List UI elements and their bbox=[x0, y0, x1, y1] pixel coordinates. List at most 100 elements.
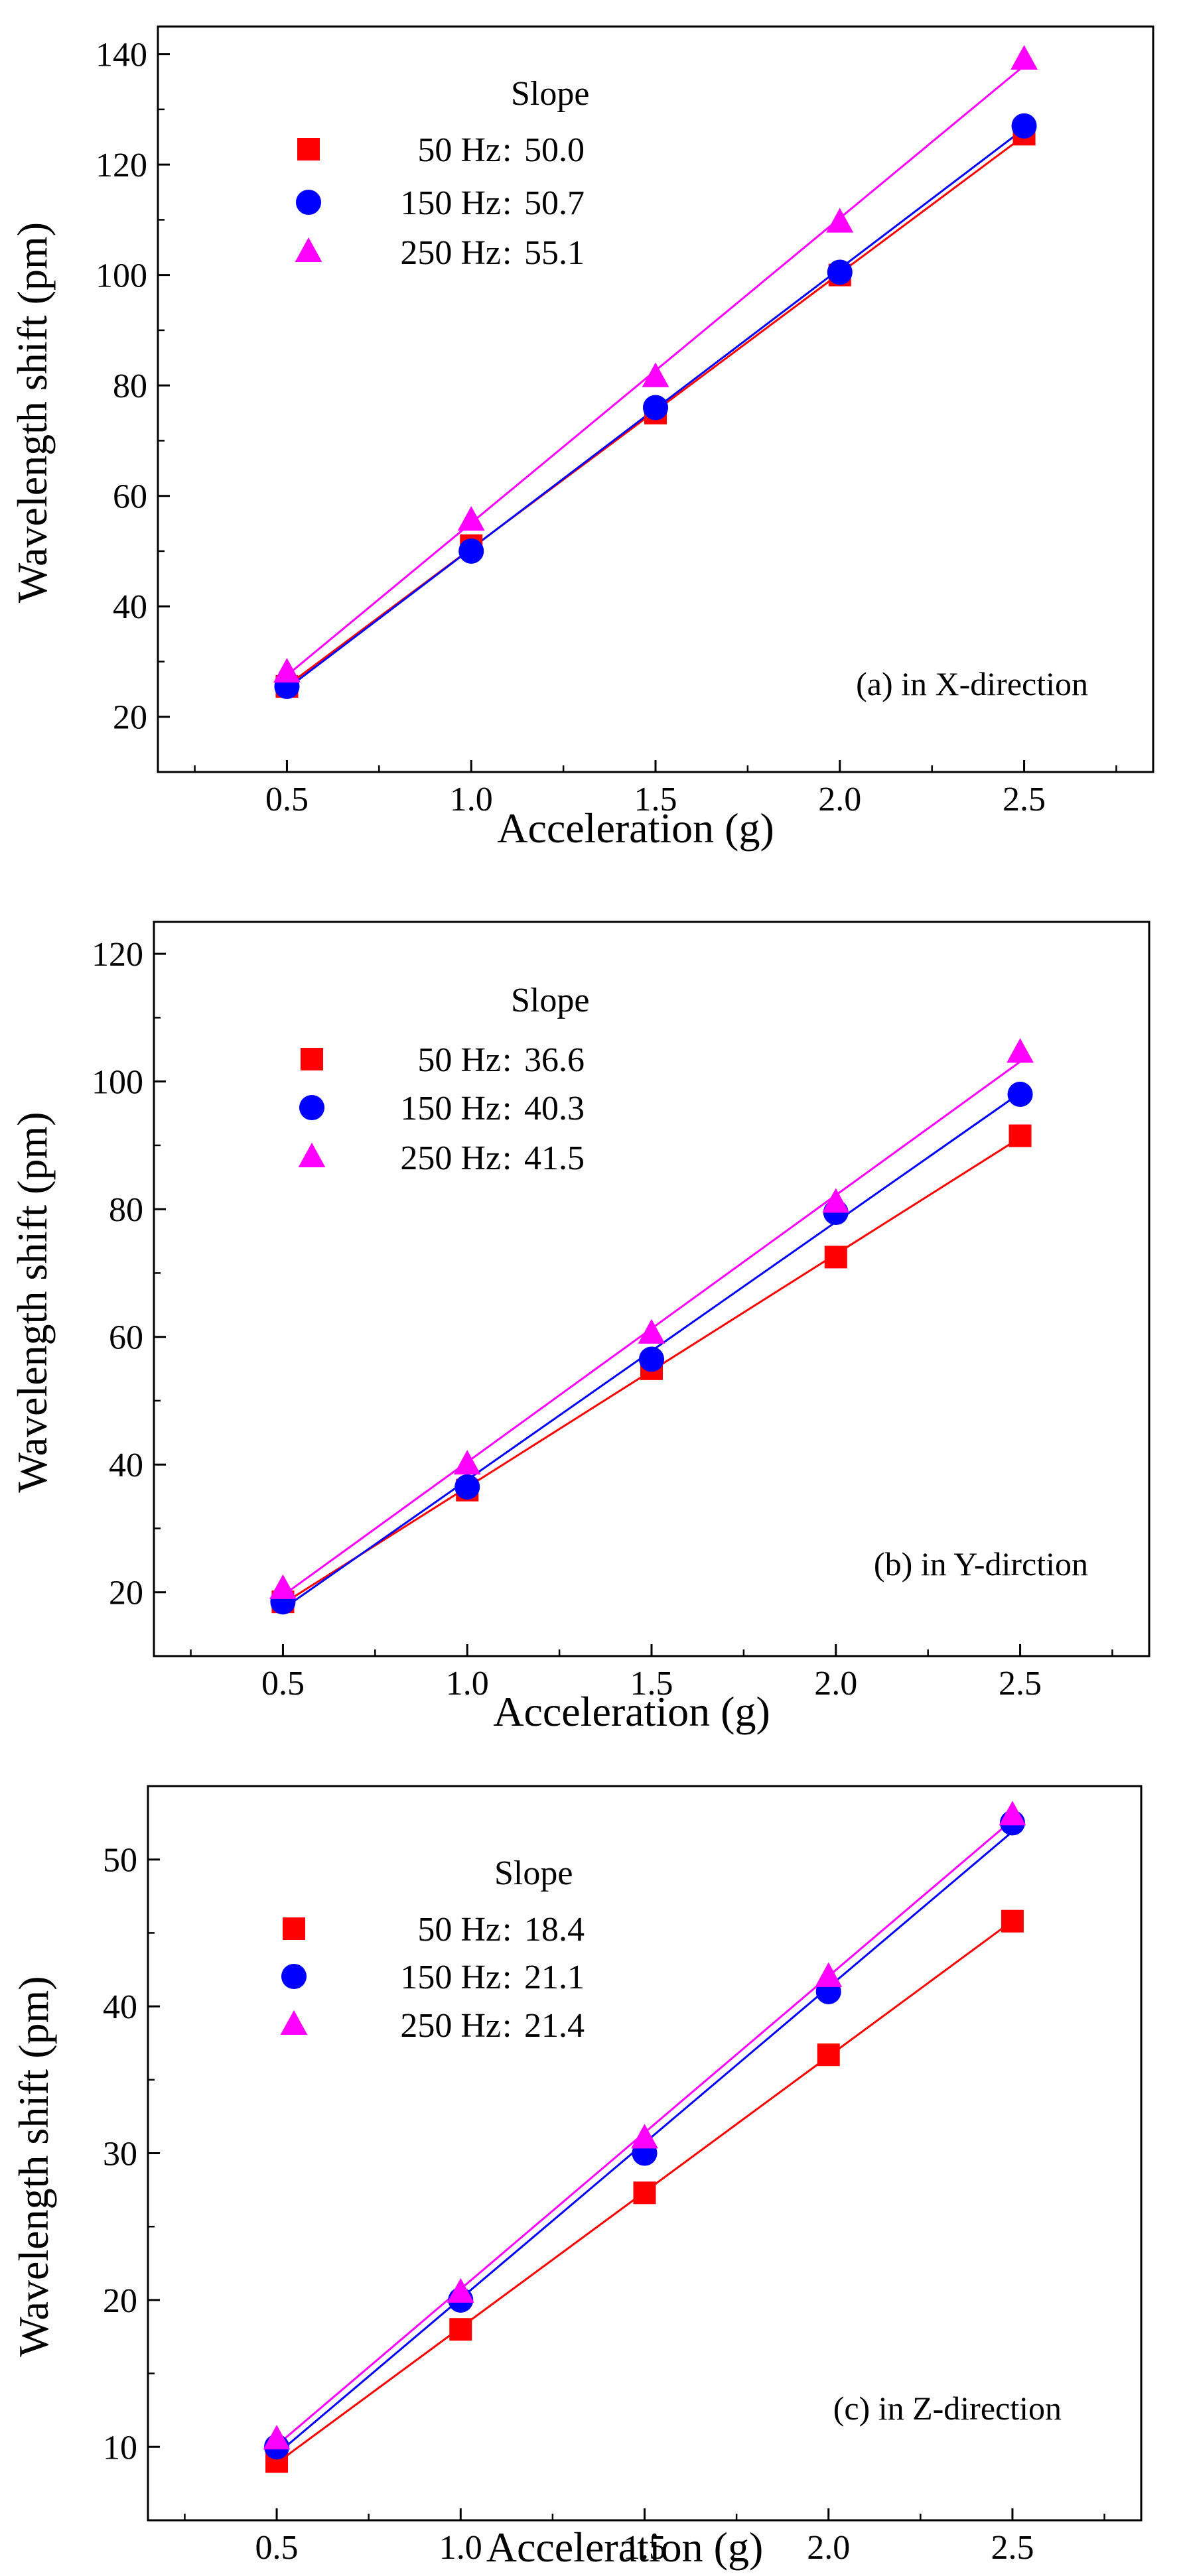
y-axis-title: Wavelength shift (pm) bbox=[9, 1112, 56, 1492]
y-axis-title: Wavelength shift (pm) bbox=[9, 222, 56, 603]
chart-panel-b: 0.5 1.0 1.5 2.0 2.5 20 40 60 80 100 120 Acceleratio… bbox=[9, 921, 1150, 1735]
y-tick-label: 100 bbox=[92, 1064, 143, 1102]
x-tick-label: 1.0 bbox=[439, 2529, 482, 2567]
data-point-250hz bbox=[273, 657, 301, 683]
data-point-250hz bbox=[447, 2278, 474, 2303]
legend-colon: : bbox=[502, 184, 512, 222]
data-point-150hz bbox=[642, 395, 669, 420]
x-tick-label: 1.0 bbox=[446, 1665, 489, 1703]
data-point-250hz bbox=[999, 1801, 1026, 1826]
legend-slope-value: 36.6 bbox=[524, 1041, 585, 1079]
data-point-250hz bbox=[453, 1450, 481, 1475]
x-tick-label: 0.5 bbox=[265, 781, 309, 818]
y-tick-label: 80 bbox=[109, 1191, 143, 1229]
legend-colon: : bbox=[502, 1041, 512, 1079]
y-tick-label: 120 bbox=[92, 936, 143, 974]
legend-name: 150 Hz bbox=[400, 184, 501, 222]
data-point-150hz bbox=[458, 538, 484, 564]
x-tick-label: 1.5 bbox=[623, 2529, 666, 2567]
legend-marker bbox=[298, 1142, 326, 1167]
legend-name: 250 Hz bbox=[400, 1139, 501, 1177]
x-tick-label: 0.5 bbox=[261, 1665, 305, 1703]
data-point-250hz bbox=[269, 1574, 297, 1599]
x-axis-title: Acceleration (g) bbox=[486, 2524, 764, 2571]
data-point-50hz bbox=[633, 2181, 656, 2205]
x-tick-label: 2.0 bbox=[818, 781, 861, 818]
legend-slope-value: 41.5 bbox=[524, 1139, 585, 1177]
y-tick-label: 60 bbox=[113, 478, 147, 516]
data-point-50hz bbox=[449, 2318, 472, 2341]
legend-colon: : bbox=[502, 2007, 512, 2045]
legend-marker bbox=[281, 1963, 307, 1990]
x-tick-label: 0.5 bbox=[255, 2529, 299, 2567]
y-tick-label: 100 bbox=[96, 257, 147, 295]
y-tick-label: 20 bbox=[113, 699, 147, 737]
data-point-150hz bbox=[1011, 113, 1037, 139]
legend-marker bbox=[299, 1094, 325, 1121]
legend-title: Slope bbox=[511, 75, 589, 113]
x-axis-title: Acceleration (g) bbox=[493, 1688, 770, 1735]
legend-name: 50 Hz bbox=[417, 1041, 501, 1079]
x-tick-label: 2.0 bbox=[814, 1665, 857, 1703]
legend-marker bbox=[295, 237, 322, 262]
legend-colon: : bbox=[502, 1911, 512, 1949]
legend-name: 250 Hz bbox=[400, 234, 501, 272]
y-tick-label: 140 bbox=[96, 36, 147, 74]
y-tick-label: 20 bbox=[103, 2282, 137, 2320]
x-tick-label: 1.0 bbox=[450, 781, 493, 818]
y-tick-label: 20 bbox=[109, 1575, 143, 1612]
x-tick-label: 1.5 bbox=[634, 781, 677, 818]
data-point-50hz bbox=[1001, 1909, 1024, 1933]
x-tick-label: 2.5 bbox=[991, 2529, 1034, 2567]
y-tick-label: 120 bbox=[96, 147, 147, 184]
x-tick-label: 1.5 bbox=[630, 1665, 673, 1703]
legend-slope-value: 21.1 bbox=[524, 1959, 585, 1996]
x-axis-title: Acceleration (g) bbox=[497, 805, 774, 852]
data-point-250hz bbox=[1007, 1038, 1034, 1063]
panel-annotation: (c) in Z-direction bbox=[833, 2390, 1062, 2427]
data-point-50hz bbox=[824, 1246, 847, 1269]
legend-title: Slope bbox=[511, 982, 589, 1019]
x-tick-label: 2.5 bbox=[1003, 781, 1046, 818]
data-point-250hz bbox=[826, 208, 854, 233]
data-point-150hz bbox=[454, 1474, 480, 1500]
data-point-250hz bbox=[815, 1962, 843, 1987]
legend-name: 150 Hz bbox=[400, 1090, 501, 1127]
legend-name: 50 Hz bbox=[417, 131, 501, 169]
data-point-250hz bbox=[457, 506, 485, 531]
legend-slope-value: 40.3 bbox=[524, 1090, 585, 1127]
legend-marker bbox=[295, 189, 322, 216]
legend-marker bbox=[280, 2010, 308, 2035]
y-tick-label: 50 bbox=[103, 1842, 137, 1880]
x-tick-label: 2.0 bbox=[807, 2529, 850, 2567]
data-point-250hz bbox=[638, 1319, 665, 1344]
y-tick-label: 40 bbox=[113, 588, 147, 626]
data-point-150hz bbox=[1007, 1081, 1033, 1107]
legend-colon: : bbox=[502, 234, 512, 272]
legend-slope-value: 21.4 bbox=[524, 2007, 585, 2045]
legend-slope-value: 55.1 bbox=[524, 234, 585, 272]
legend-marker bbox=[283, 1917, 305, 1940]
legend-marker bbox=[301, 1048, 323, 1070]
panel-annotation: (a) in X-direction bbox=[856, 665, 1088, 702]
data-point-250hz bbox=[642, 362, 669, 387]
legend-slope-value: 50.7 bbox=[524, 184, 585, 222]
data-point-250hz bbox=[822, 1188, 850, 1213]
data-point-250hz bbox=[1011, 44, 1038, 70]
y-tick-label: 60 bbox=[109, 1319, 143, 1357]
legend-colon: : bbox=[502, 131, 512, 169]
chart-panel-c: 0.5 1.0 1.5 2.0 2.5 10 20 30 40 50 Acceleration (g… bbox=[10, 1785, 1143, 2571]
legend-name: 150 Hz bbox=[400, 1959, 501, 1996]
y-tick-label: 30 bbox=[103, 2136, 137, 2173]
data-point-50hz bbox=[1009, 1124, 1032, 1147]
y-tick-label: 80 bbox=[113, 367, 147, 405]
legend-slope-value: 18.4 bbox=[524, 1911, 585, 1949]
x-tick-label: 2.5 bbox=[999, 1665, 1042, 1703]
data-point-50hz bbox=[817, 2043, 840, 2067]
legend-name: 50 Hz bbox=[417, 1911, 501, 1949]
legend-name: 250 Hz bbox=[400, 2007, 501, 2045]
